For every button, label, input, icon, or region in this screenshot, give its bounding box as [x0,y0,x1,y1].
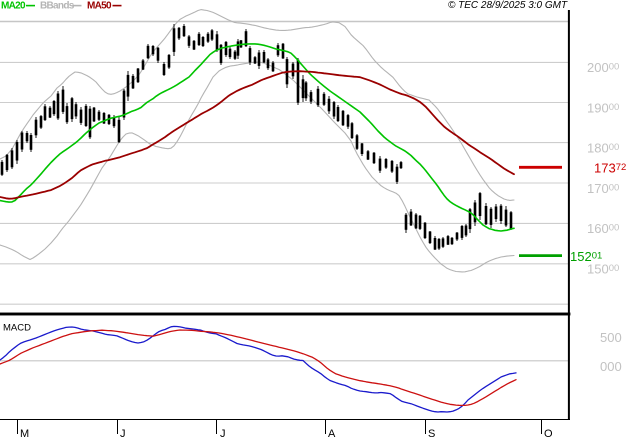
svg-text:J: J [220,428,226,440]
svg-text:O: O [544,428,553,440]
svg-text:MACD: MACD [3,323,31,334]
svg-text:500: 500 [600,330,622,345]
svg-text:16000: 16000 [587,221,619,236]
svg-text:MA50: MA50 [87,1,112,12]
svg-text:17372: 17372 [594,161,626,176]
svg-text:000: 000 [600,359,622,374]
svg-text:S: S [428,428,435,440]
svg-text:J: J [120,428,126,440]
svg-text:18000: 18000 [587,140,619,155]
svg-text:15000: 15000 [587,262,619,277]
svg-text:© TEC 28/9/2025 3:0 GMT: © TEC 28/9/2025 3:0 GMT [448,0,568,11]
svg-text:M: M [20,428,29,440]
svg-text:15201: 15201 [570,249,602,264]
svg-text:MA20: MA20 [1,1,26,12]
svg-text:BBands: BBands [40,1,75,12]
svg-text:A: A [328,428,336,440]
svg-text:20000: 20000 [587,60,619,75]
svg-text:17000: 17000 [587,181,619,196]
svg-text:19000: 19000 [587,100,619,115]
